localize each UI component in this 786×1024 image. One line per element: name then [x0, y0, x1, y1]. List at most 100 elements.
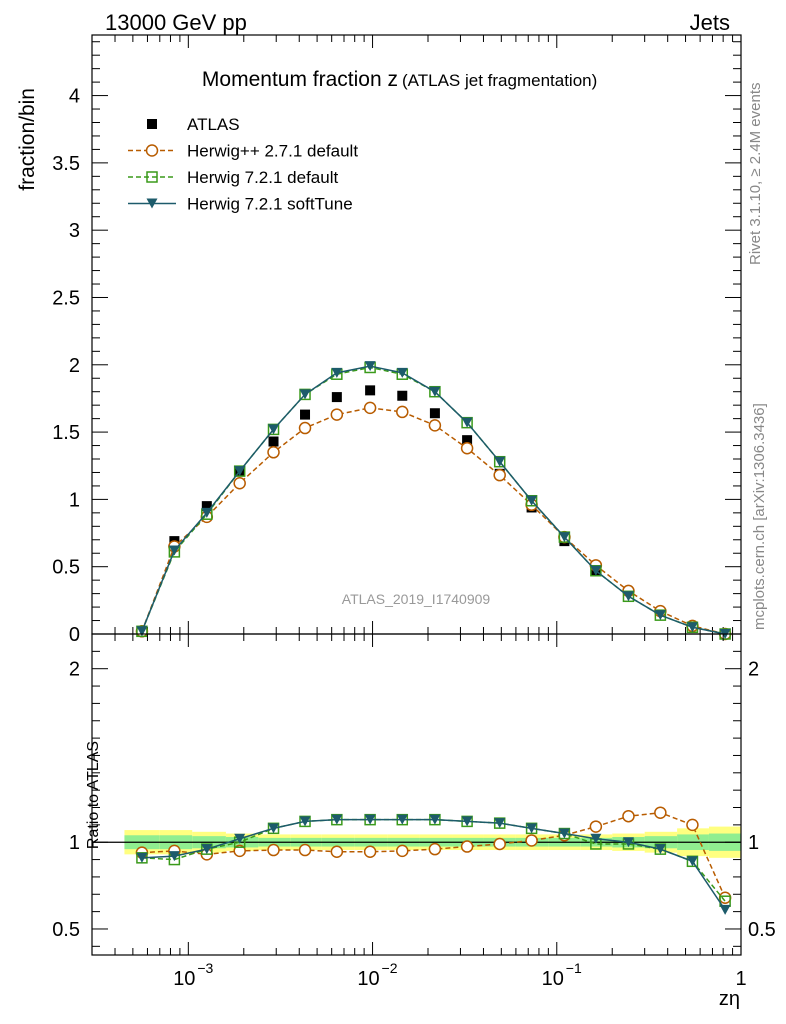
data-point-series-1 [396, 405, 409, 419]
data-point-series-2 [299, 816, 311, 827]
y-tick-label: 1 [69, 489, 80, 511]
data-point-series-3 [299, 389, 311, 400]
data-point-series-0 [330, 845, 344, 859]
data-point-series-1 [233, 476, 246, 490]
rivet-label: Rivet 3.1.10, ≥ 2.4M events [747, 83, 764, 266]
data-point-series-2 [686, 856, 698, 867]
data-point-series-2 [136, 852, 148, 863]
series-line-1 [141, 818, 726, 902]
y-tick-label: 0 [69, 624, 80, 646]
data-point-series-0 [397, 390, 408, 401]
data-point-series-1 [363, 401, 377, 415]
data-point-series-1 [493, 468, 506, 482]
data-point-series-2 [558, 828, 570, 839]
data-point-series-3 [558, 532, 570, 543]
analysis-id-label: ATLAS_2019_I1740909 [342, 591, 491, 607]
y-tick-label: 3.5 [52, 153, 80, 175]
x-axis-label: zη [719, 988, 740, 1010]
data-point-series-0 [525, 834, 538, 847]
x-tick-label-exponent: −3 [197, 960, 213, 976]
x-tick-label: 1 [735, 968, 746, 990]
main-panel: 0 0.5 1 1.5 2 2.5 3 3.5 4 [52, 34, 742, 646]
data-point-series-0 [462, 435, 473, 446]
data-point-series-0 [268, 436, 279, 447]
data-point-series-0 [233, 844, 246, 858]
data-point-series-0 [363, 845, 377, 859]
data-point-series-3 [201, 507, 213, 518]
data-point-series-3 [526, 495, 538, 506]
data-point-series-0 [429, 408, 440, 419]
data-point-series-2 [654, 844, 666, 855]
data-point-series-0 [428, 842, 442, 856]
x-tick-label: 10 [542, 968, 564, 990]
data-point-series-1 [330, 408, 344, 421]
legend: ATLAS Herwig++ 2.7.1 default Herwig 7.2.1 … [128, 115, 358, 214]
y-tick-label: 1 [69, 832, 80, 854]
legend-marker-1 [145, 144, 159, 157]
data-point-series-3 [364, 361, 376, 372]
data-point-series-0 [686, 818, 699, 832]
y-tick-label-right: 1 [748, 832, 759, 854]
data-point-series-2 [526, 823, 538, 834]
data-point-series-2 [719, 904, 731, 915]
data-point-series-0 [718, 891, 732, 904]
data-point-series-0 [460, 840, 474, 853]
data-point-series-3 [494, 456, 506, 467]
data-point-series-3 [622, 591, 634, 602]
data-point-series-0 [201, 501, 212, 512]
data-point-series-3 [429, 386, 441, 397]
data-point-series-0 [267, 843, 280, 857]
ratio-plot-frame [91, 633, 742, 956]
ratio-y-axis-label: Ratio to ATLAS [85, 741, 102, 849]
data-point-series-0 [493, 837, 506, 851]
data-point-series-2 [201, 844, 213, 855]
legend-label-3: Herwig 7.2.1 softTune [187, 195, 353, 214]
data-point-series-0 [589, 820, 603, 833]
data-point-series-3 [168, 545, 180, 556]
data-point-series-2 [461, 816, 473, 827]
data-point-series-2 [268, 823, 280, 834]
data-point-series-2 [331, 814, 343, 825]
data-point-series-2 [494, 818, 506, 829]
x-tick-label-exponent: −2 [382, 960, 398, 976]
legend-label-0: ATLAS [187, 115, 240, 134]
data-point-series-3 [590, 565, 602, 576]
mcplots-label: mcplots.cern.ch [arXiv:1306.3436] [751, 403, 768, 630]
legend-label-2: Herwig 7.2.1 default [187, 168, 338, 187]
data-point-series-0 [365, 385, 376, 396]
y-tick-label: 4 [69, 86, 80, 108]
legend-marker-2 [146, 171, 158, 183]
y-tick-label: 3 [69, 220, 80, 242]
main-y-axis-label: fraction/bin [16, 88, 39, 191]
data-point-series-3 [461, 417, 473, 428]
data-point-series-1 [428, 419, 442, 432]
data-point-series-2 [590, 833, 602, 844]
data-point-series-0 [622, 809, 635, 823]
data-point-series-3 [686, 622, 698, 633]
data-point-series-0 [331, 392, 342, 403]
data-point-series-2 [622, 837, 634, 848]
y-tick-label: 2.5 [52, 287, 80, 309]
x-tick-label-exponent: −1 [566, 960, 582, 976]
data-point-series-0 [298, 843, 312, 857]
energy-label: 13000 GeV pp [105, 10, 247, 35]
data-point-series-3 [396, 367, 408, 378]
category-label: Jets [690, 10, 730, 35]
data-point-series-2 [429, 814, 441, 825]
x-tick-label: 10 [357, 968, 379, 990]
y-tick-label-right: 0.5 [748, 919, 776, 941]
y-tick-label: 0.5 [52, 557, 80, 579]
data-point-series-3 [136, 626, 148, 637]
data-point-series-3 [234, 466, 246, 477]
data-point-series-2 [168, 851, 180, 862]
chart-subtitle: (ATLAS jet fragmentation) [402, 71, 597, 90]
data-point-series-2 [364, 814, 376, 825]
data-point-series-0 [396, 844, 409, 858]
data-point-series-1 [267, 446, 280, 459]
data-point-series-3 [654, 610, 666, 621]
x-tick-label: 10 [173, 968, 195, 990]
data-point-series-2 [396, 814, 408, 825]
y-tick-label: 2 [69, 659, 80, 681]
data-point-series-1 [460, 441, 474, 455]
